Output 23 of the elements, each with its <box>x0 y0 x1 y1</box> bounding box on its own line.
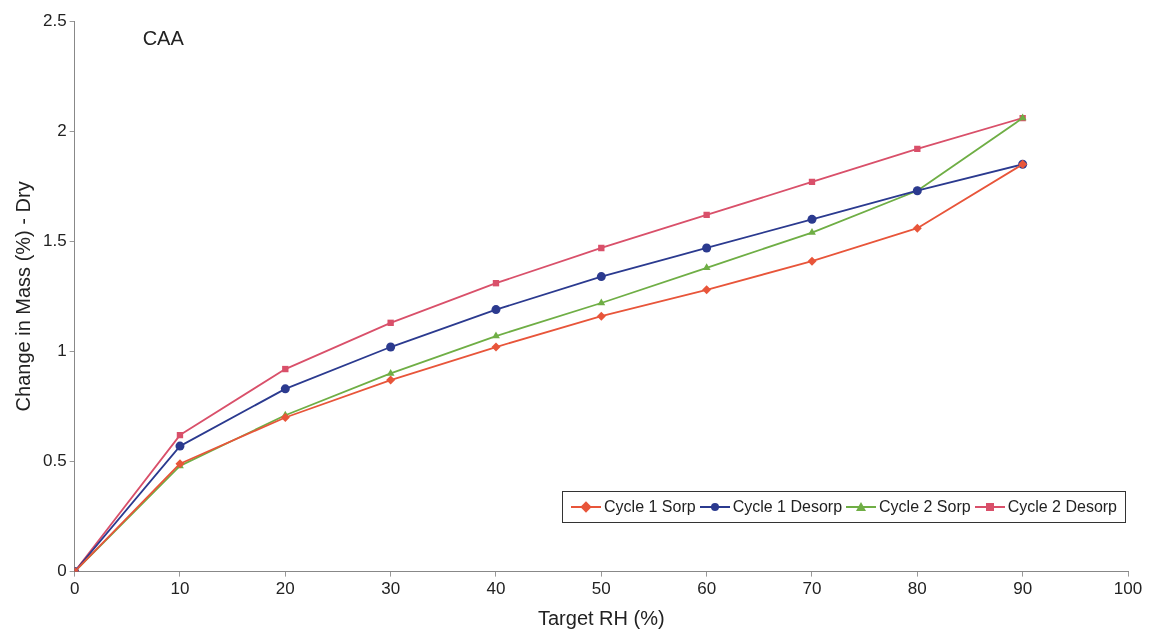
y-tick-label: 1 <box>57 341 67 361</box>
x-tick-label: 20 <box>275 579 295 599</box>
legend-label: Cycle 1 Desorp <box>732 498 843 516</box>
x-tick-label: 60 <box>697 579 717 599</box>
x-tick-label: 100 <box>1113 579 1143 599</box>
x-tick-label: 30 <box>381 579 401 599</box>
y-tick-label: 2 <box>57 120 67 140</box>
x-tick-label: 90 <box>1013 579 1033 599</box>
chart-title: CAA <box>142 26 185 49</box>
y-tick-label: 2.5 <box>42 10 67 30</box>
legend-label: Cycle 2 Sorp <box>879 498 971 516</box>
x-tick-label: 70 <box>802 579 822 599</box>
y-axis-title: Change in Mass (%) - Dry <box>11 181 34 412</box>
legend-label: Cycle 1 Sorp <box>604 498 696 516</box>
x-tick-label: 40 <box>486 579 506 599</box>
x-tick-label: 10 <box>170 579 190 599</box>
x-axis-title: Target RH (%) <box>537 606 665 629</box>
x-tick-label: 80 <box>907 579 927 599</box>
y-tick-label: 1.5 <box>42 231 67 251</box>
legend-label: Cycle 2 Desorp <box>1007 498 1117 516</box>
y-tick-label: 0.5 <box>42 451 67 471</box>
y-tick-label: 0 <box>57 561 67 581</box>
x-tick-label: 50 <box>591 579 611 599</box>
